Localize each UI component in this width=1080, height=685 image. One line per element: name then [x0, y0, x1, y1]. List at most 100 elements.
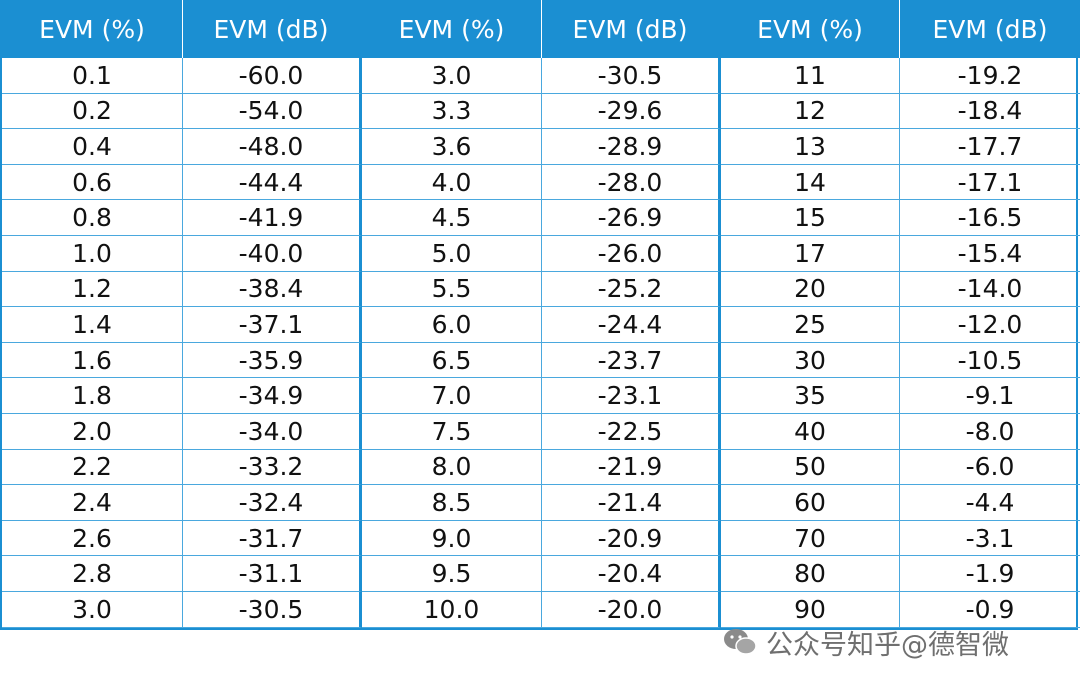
- table-cell: 2.6: [2, 520, 183, 557]
- table-cell: -18.4: [900, 94, 1080, 130]
- table-cell: -24.4: [542, 307, 721, 343]
- table-cell: -0.9: [900, 592, 1080, 628]
- table-cell: -25.2: [542, 271, 721, 308]
- table-cell: 17: [721, 235, 900, 272]
- header-cell: EVM (%): [2, 0, 183, 58]
- table-cell: -28.9: [542, 129, 721, 165]
- table-cell: -30.5: [542, 58, 721, 94]
- table-cell: -3.1: [900, 521, 1080, 557]
- table-cell: -32.4: [183, 485, 362, 521]
- table-cell: 80: [721, 556, 900, 592]
- table-cell: -15.4: [900, 236, 1080, 272]
- table-cell: 1.6: [2, 342, 183, 379]
- table-cell: 0.2: [2, 93, 183, 130]
- table-cell: 0.8: [2, 200, 183, 236]
- table-cell: 30: [721, 342, 900, 379]
- table-cell: 0.6: [2, 164, 183, 201]
- table-cell: 2.0: [2, 413, 183, 450]
- watermark-text: 公众号知乎@德智微: [766, 629, 1009, 661]
- table-cell: 50: [721, 449, 900, 486]
- table-cell: 13: [721, 129, 900, 165]
- table-cell: -23.7: [542, 342, 721, 379]
- table-cell: 90: [721, 591, 900, 628]
- table-cell: -26.0: [542, 235, 721, 272]
- table-cell: 8.5: [362, 485, 542, 521]
- table-cell: -34.0: [183, 413, 362, 450]
- table-cell: 7.5: [362, 413, 542, 450]
- table-cell: -4.4: [900, 485, 1080, 521]
- table-cell: 60: [721, 485, 900, 521]
- table-cell: -26.9: [542, 200, 721, 236]
- table-cell: 9.0: [362, 520, 542, 557]
- table-cell: -1.9: [900, 556, 1080, 592]
- table-cell: -14.0: [900, 272, 1080, 308]
- table-cell: 20: [721, 271, 900, 308]
- table-cell: 70: [721, 520, 900, 557]
- table-cell: -21.4: [542, 485, 721, 521]
- evm-table: EVM (%) EVM (dB) EVM (%) EVM (dB) EVM (%) EVM…: [0, 0, 1080, 630]
- table-cell: 6.5: [362, 342, 542, 379]
- table-cell: 1.4: [2, 307, 183, 343]
- header-cell: EVM (dB): [900, 0, 1080, 58]
- table-cell: 9.5: [362, 556, 542, 592]
- table-cell: -17.1: [900, 165, 1080, 201]
- table-cell: -19.2: [900, 58, 1080, 94]
- table-cell: 1.2: [2, 271, 183, 308]
- table-cell: 10.0: [362, 591, 542, 628]
- table-cell: 2.8: [2, 556, 183, 592]
- table-cell: -23.1: [542, 378, 721, 414]
- table-cell: 0.4: [2, 129, 183, 165]
- table-cell: -20.4: [542, 556, 721, 592]
- header-cell: EVM (%): [721, 0, 900, 58]
- table-cell: -28.0: [542, 164, 721, 201]
- table-cell: -22.5: [542, 413, 721, 450]
- table-cell: 3.6: [362, 129, 542, 165]
- table-cell: -35.9: [183, 342, 362, 379]
- table-cell: -12.0: [900, 307, 1080, 343]
- table-cell: 15: [721, 200, 900, 236]
- table-cell: -17.7: [900, 129, 1080, 165]
- table-cell: 14: [721, 164, 900, 201]
- header-cell: EVM (dB): [542, 0, 721, 58]
- table-cell: -31.7: [183, 520, 362, 557]
- table-cell: -34.9: [183, 378, 362, 414]
- table-cell: -38.4: [183, 271, 362, 308]
- table-cell: 7.0: [362, 378, 542, 414]
- header-cell: EVM (dB): [183, 0, 362, 58]
- table-cell: 3.0: [2, 591, 183, 628]
- table-cell: -37.1: [183, 307, 362, 343]
- table-cell: -21.9: [542, 449, 721, 486]
- table-cell: -48.0: [183, 129, 362, 165]
- table-cell: -29.6: [542, 93, 721, 130]
- table-cell: 35: [721, 378, 900, 414]
- table-cell: -9.1: [900, 378, 1080, 414]
- table-cell: -6.0: [900, 450, 1080, 486]
- table-cell: 11: [721, 58, 900, 94]
- table-cell: 25: [721, 307, 900, 343]
- table-cell: 8.0: [362, 449, 542, 486]
- table-cell: 1.8: [2, 378, 183, 414]
- table-cell: -60.0: [183, 58, 362, 94]
- table-cell: 5.0: [362, 235, 542, 272]
- table-cell: 4.0: [362, 164, 542, 201]
- table-cell: 4.5: [362, 200, 542, 236]
- table-cell: -31.1: [183, 556, 362, 592]
- table-cell: 1.0: [2, 235, 183, 272]
- table-cell: -54.0: [183, 93, 362, 130]
- header-cell: EVM (%): [362, 0, 542, 58]
- table-cell: -20.0: [542, 591, 721, 628]
- table-cell: 40: [721, 413, 900, 450]
- wechat-icon: [724, 629, 757, 655]
- table-cell: -33.2: [183, 449, 362, 486]
- table-cell: -8.0: [900, 414, 1080, 450]
- table-cell: 3.3: [362, 93, 542, 130]
- table-cell: -44.4: [183, 164, 362, 201]
- table-cell: 2.4: [2, 485, 183, 521]
- watermark: 公众号知乎@德智微: [722, 622, 1009, 662]
- table-cell: -10.5: [900, 343, 1080, 379]
- table-cell: 0.1: [2, 58, 183, 94]
- table-cell: -40.0: [183, 235, 362, 272]
- table-cell: -20.9: [542, 520, 721, 557]
- table-cell: 5.5: [362, 271, 542, 308]
